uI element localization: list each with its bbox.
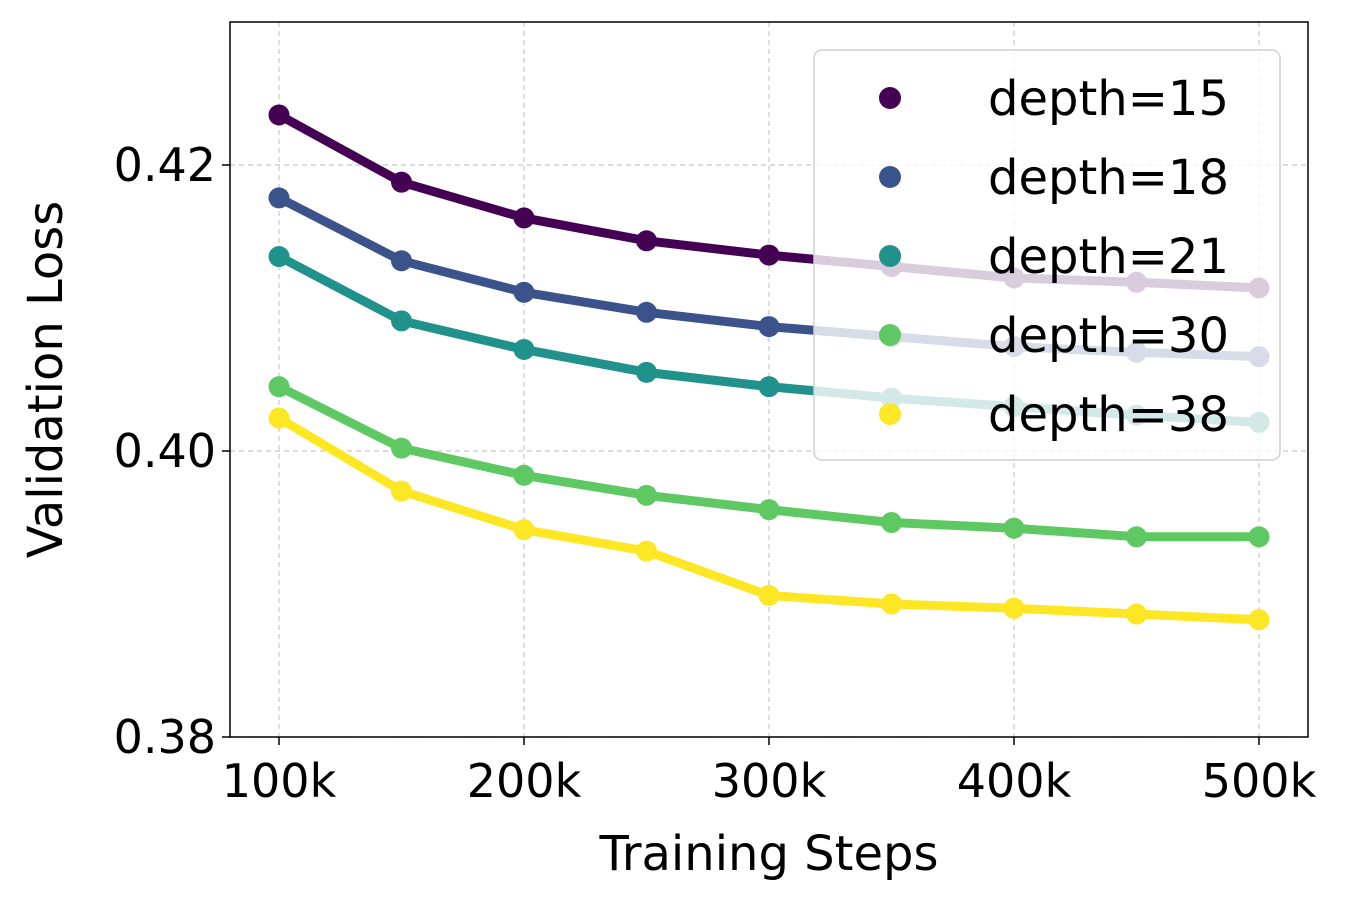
y-tick-label: 0.40 bbox=[114, 424, 216, 478]
legend-item: depth=30 bbox=[879, 308, 1229, 364]
x-tick-label: 300k bbox=[712, 754, 827, 808]
legend-marker bbox=[879, 403, 901, 425]
data-point bbox=[391, 437, 412, 459]
x-tick-label: 500k bbox=[1202, 754, 1317, 808]
data-point bbox=[391, 310, 412, 332]
x-tick-label: 400k bbox=[957, 754, 1072, 808]
data-point bbox=[758, 499, 780, 521]
x-tick-label: 200k bbox=[467, 754, 582, 808]
data-point bbox=[391, 171, 412, 193]
legend-box bbox=[813, 49, 1281, 461]
axis-ticks: 100k 200k 300k 400k 500k 0.38 0.40 0.42 bbox=[114, 138, 1317, 808]
data-point bbox=[268, 376, 290, 398]
data-point bbox=[1248, 609, 1270, 631]
data-point bbox=[881, 593, 902, 615]
data-point bbox=[513, 338, 535, 360]
data-point bbox=[636, 361, 657, 383]
data-point bbox=[268, 407, 290, 429]
data-point bbox=[758, 244, 780, 266]
data-point bbox=[758, 376, 780, 398]
data-point bbox=[391, 480, 412, 502]
y-tick-label: 0.42 bbox=[114, 138, 216, 192]
data-point bbox=[513, 207, 535, 229]
y-axis-title: Validation Loss bbox=[18, 201, 74, 559]
data-point bbox=[513, 519, 535, 541]
legend-label: depth=38 bbox=[988, 387, 1229, 443]
data-point bbox=[758, 316, 780, 338]
legend-label: depth=15 bbox=[988, 71, 1229, 127]
legend-marker bbox=[879, 245, 901, 267]
legend-label: depth=30 bbox=[988, 308, 1229, 364]
data-point bbox=[636, 230, 657, 252]
data-point bbox=[1248, 526, 1270, 548]
data-point bbox=[758, 584, 780, 606]
legend-marker bbox=[879, 87, 901, 109]
data-point bbox=[636, 484, 657, 506]
data-point bbox=[391, 250, 412, 272]
x-tick-label: 100k bbox=[222, 754, 337, 808]
data-point bbox=[1126, 526, 1147, 548]
data-point bbox=[268, 246, 290, 268]
data-point bbox=[636, 540, 657, 562]
data-point bbox=[268, 187, 290, 209]
legend-marker bbox=[879, 324, 901, 346]
legend-label: depth=18 bbox=[988, 150, 1229, 206]
legend-item: depth=38 bbox=[879, 387, 1229, 443]
data-point bbox=[1003, 517, 1025, 539]
legend: depth=15 depth=18 depth=21 depth=30 depth=38 bbox=[813, 49, 1281, 461]
data-point bbox=[1126, 603, 1147, 625]
legend-label: depth=21 bbox=[988, 229, 1229, 285]
data-point bbox=[513, 464, 535, 486]
data-point bbox=[636, 301, 657, 323]
legend-marker bbox=[879, 166, 901, 188]
legend-item: depth=21 bbox=[879, 229, 1229, 285]
legend-item: depth=15 bbox=[879, 71, 1229, 127]
data-point bbox=[268, 104, 290, 126]
series-depth-30 bbox=[268, 376, 1270, 548]
data-point bbox=[881, 512, 902, 533]
data-point bbox=[513, 281, 535, 303]
series-depth-38 bbox=[268, 407, 1270, 631]
x-axis-title: Training Steps bbox=[599, 826, 939, 882]
legend-item: depth=18 bbox=[879, 150, 1229, 206]
y-tick-label: 0.38 bbox=[114, 710, 216, 764]
data-point bbox=[1003, 597, 1025, 619]
